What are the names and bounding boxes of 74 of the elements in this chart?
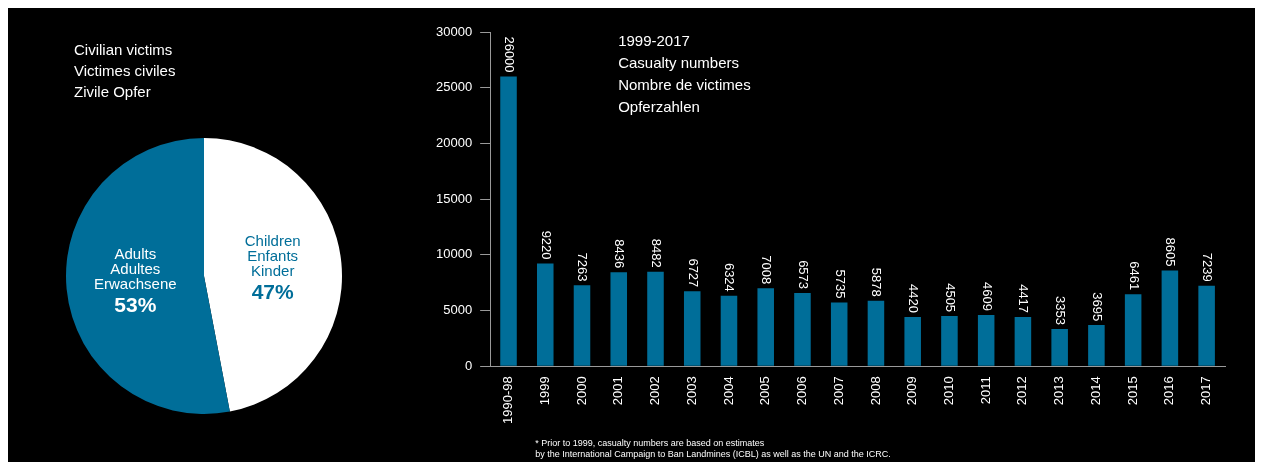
- y-tick-label: 0: [464, 357, 473, 373]
- x-tick-label: 1999: [536, 376, 552, 406]
- bar: [610, 272, 628, 366]
- bar: [757, 288, 774, 366]
- slice-label: Adults Adultes Erwachsene: [94, 245, 177, 293]
- data-label: 47%: [251, 279, 295, 303]
- y-tick-label: 15000: [435, 190, 473, 206]
- bar: [1088, 325, 1105, 366]
- x-tick-label: 2006: [794, 376, 810, 406]
- data-label: 7239: [1200, 252, 1216, 282]
- data-label: 5735: [832, 269, 848, 299]
- x-tick-label: 2009: [904, 376, 920, 406]
- y-tick-label: 20000: [435, 135, 473, 151]
- x-tick-label: 2000: [573, 376, 589, 406]
- bar: [683, 291, 701, 366]
- x-tick-label: 2005: [757, 376, 773, 406]
- data-label: 3695: [1089, 292, 1105, 322]
- data-label: 7263: [575, 252, 591, 282]
- x-tick-label: 2001: [610, 376, 626, 406]
- x-tick-label: 2008: [867, 376, 883, 406]
- data-label: 6573: [795, 260, 811, 290]
- x-tick-label: 1990-98: [500, 376, 516, 425]
- data-label: 6727: [685, 258, 701, 288]
- x-tick-label: 2010: [941, 376, 957, 406]
- text: 1999-2017 Casualty numbers Nombre de victimes Opferzahlen: [618, 31, 751, 115]
- data-label: 8436: [612, 239, 628, 269]
- data-label: 4609: [979, 282, 995, 311]
- x-tick-label: 2003: [683, 376, 699, 406]
- bar: [830, 302, 848, 366]
- bar: [647, 271, 664, 366]
- bar: [1124, 294, 1142, 366]
- x-tick-label: 2007: [830, 376, 846, 406]
- data-label: 4420: [906, 284, 922, 314]
- data-label: 7008: [759, 255, 775, 285]
- bar: [500, 76, 517, 366]
- data-label: 4505: [942, 283, 958, 313]
- data-label: 5878: [869, 267, 885, 297]
- bar: [1014, 317, 1032, 366]
- x-tick-label: 2013: [1051, 376, 1067, 406]
- data-label: 9220: [538, 230, 554, 260]
- text: * Prior to 1999, casualty numbers are based on estimates by the International Campaign to Ban Landmines (ICBL) as well as the UN and the ICRC.: [535, 438, 891, 459]
- bar: [537, 263, 554, 366]
- y-tick-label: 25000: [435, 79, 473, 95]
- data-label: 8482: [648, 238, 664, 268]
- bar: [867, 300, 885, 366]
- x-tick-label: 2015: [1124, 376, 1140, 406]
- bar: [904, 317, 921, 366]
- bar: [1198, 285, 1215, 366]
- bar: [977, 314, 995, 366]
- y-tick-label: 10000: [435, 246, 473, 262]
- data-label: 3353: [1053, 296, 1069, 325]
- bar: [573, 285, 591, 366]
- bar: [1051, 328, 1068, 366]
- data-label: 6461: [1126, 261, 1142, 291]
- bar: [720, 295, 738, 366]
- bar: [1161, 270, 1179, 366]
- bar: [941, 316, 958, 366]
- x-tick-label: 2016: [1161, 376, 1177, 406]
- data-label: 26000: [501, 36, 517, 73]
- data-label: 8605: [1163, 237, 1179, 267]
- data-label: 6324: [722, 262, 738, 292]
- data-label: 53%: [114, 292, 157, 316]
- bar: [794, 293, 811, 366]
- x-tick-label: 2017: [1198, 376, 1214, 406]
- chart-title: Civilian victims Victimes civiles Zivile Opfer: [74, 40, 176, 100]
- x-tick-label: 2014: [1087, 376, 1103, 406]
- data-label: 4417: [1016, 284, 1032, 314]
- x-tick-label: 2012: [1014, 376, 1030, 406]
- x-tick-label: 2004: [720, 376, 736, 406]
- slice-label: Children Enfants Kinder: [244, 232, 301, 280]
- x-tick-label: 2011: [977, 376, 993, 405]
- y-tick-label: 5000: [443, 302, 473, 318]
- x-tick-label: 2002: [647, 376, 663, 406]
- y-tick-label: 30000: [435, 23, 473, 39]
